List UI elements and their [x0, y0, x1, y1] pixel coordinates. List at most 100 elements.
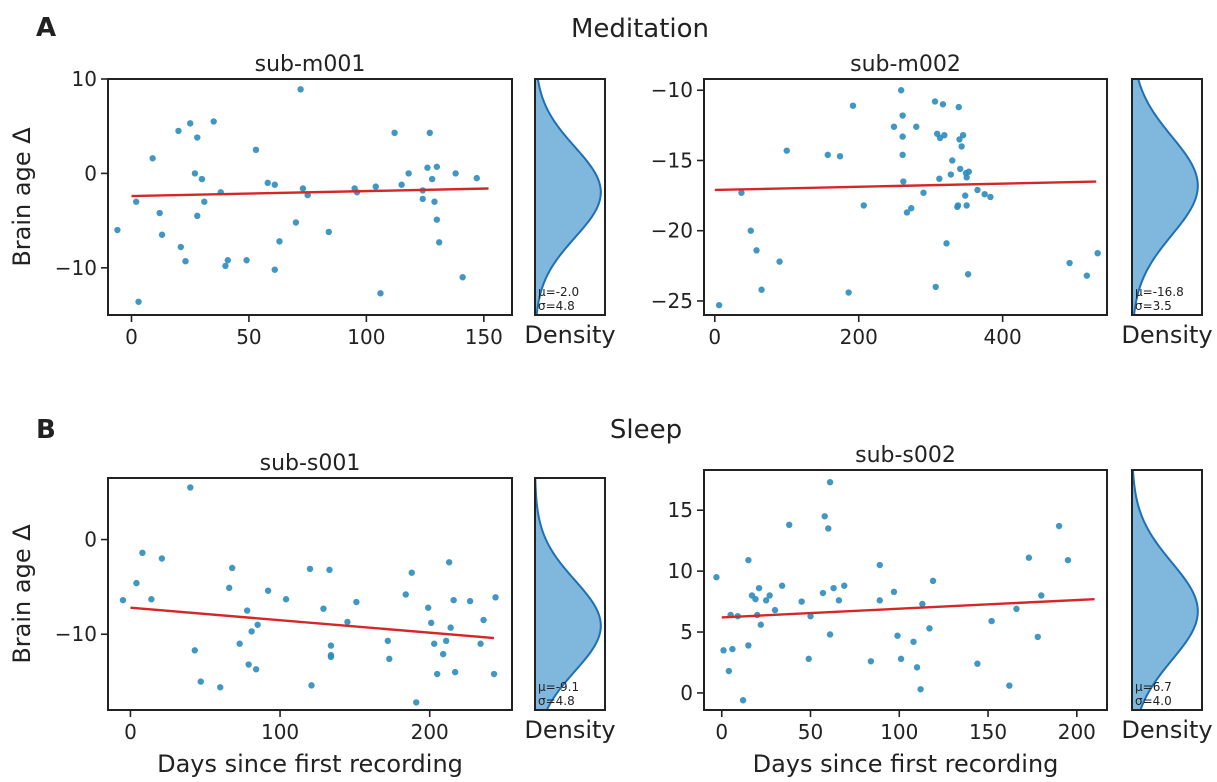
density-sd-label: σ=4.8 [538, 694, 575, 708]
data-point [425, 604, 432, 611]
regression-line [714, 180, 1097, 192]
data-point [1025, 554, 1033, 561]
y-tick-label: 10 [668, 559, 693, 583]
data-point [197, 678, 204, 685]
x-tick-label: 150 [465, 325, 503, 349]
data-point [752, 595, 759, 603]
density-curve [1133, 78, 1199, 316]
data-point [435, 239, 443, 246]
data-point [753, 247, 760, 254]
data-point [987, 193, 994, 201]
data-point [1083, 272, 1091, 279]
density-sd-label: σ=4.8 [538, 299, 575, 313]
plot-frame [703, 78, 1108, 316]
data-point [132, 198, 140, 205]
data-point [836, 153, 844, 160]
data-point [194, 134, 201, 141]
data-point [226, 584, 233, 592]
data-point [962, 192, 969, 199]
data-point [299, 185, 307, 192]
density-fill [1132, 470, 1198, 710]
data-point [908, 205, 915, 212]
x-tick-label: 0 [715, 720, 728, 744]
data-point [149, 155, 156, 162]
data-point [264, 179, 271, 187]
data-point [825, 525, 832, 532]
plot-frame [107, 477, 513, 711]
data-point [377, 290, 384, 297]
y-tick-label: 0 [680, 681, 693, 705]
panel-title: sub-s002 [855, 443, 956, 468]
data-point [771, 606, 779, 614]
data-point [786, 521, 793, 529]
data-point [408, 569, 415, 576]
data-point [139, 549, 146, 557]
x-tick-label: 100 [261, 720, 299, 744]
data-point [947, 171, 955, 178]
data-point [910, 638, 917, 645]
data-point [428, 619, 435, 627]
data-point [835, 597, 843, 604]
data-point [805, 655, 812, 663]
panel-title: sub-m001 [255, 52, 366, 77]
data-point [899, 133, 906, 140]
x-tick-label: 0 [708, 325, 721, 349]
data-point [217, 684, 224, 691]
data-point [320, 605, 327, 612]
data-point [119, 596, 127, 604]
data-point [899, 112, 906, 119]
data-point [236, 640, 243, 647]
scatter-panel: sub-s001 0 100 200 −10 0 Brain age Δ Days since… [8, 451, 513, 778]
data-point [492, 594, 499, 601]
data-point [198, 175, 206, 183]
data-point [725, 667, 733, 675]
panel-title: sub-s001 [260, 451, 361, 476]
data-point [430, 640, 438, 647]
data-point [297, 86, 304, 93]
density-axis-label: Density [1121, 321, 1212, 349]
y-tick-label: 5 [680, 620, 693, 644]
density-curve [535, 78, 602, 316]
data-point [713, 574, 720, 581]
data-point [490, 670, 498, 678]
data-point [264, 587, 272, 594]
y-tick-label: 10 [72, 67, 97, 91]
density-sd-label: σ=3.5 [1135, 299, 1172, 313]
data-point [433, 163, 441, 170]
data-point [826, 631, 834, 638]
data-point [954, 202, 962, 209]
density-axis-label: Density [524, 321, 615, 349]
data-point [739, 697, 747, 704]
data-point [757, 621, 765, 628]
data-point [308, 682, 315, 689]
data-point [981, 190, 988, 198]
data-point [824, 151, 831, 159]
section-title-sleep: Sleep [610, 415, 682, 445]
data-point [156, 209, 163, 217]
data-point [745, 642, 752, 649]
data-point [426, 129, 433, 137]
data-point [245, 661, 252, 668]
data-point [439, 650, 447, 658]
data-point [965, 168, 973, 175]
y-axis-label: Brain age Δ [8, 127, 36, 267]
density-fill [1132, 79, 1198, 315]
data-point [480, 616, 487, 624]
data-point [271, 181, 278, 188]
density-frame [1131, 78, 1203, 316]
data-point [133, 579, 140, 587]
data-point [431, 198, 438, 205]
y-tick-label: −10 [651, 78, 693, 102]
data-point [929, 577, 937, 585]
panel-title: sub-m002 [850, 52, 961, 77]
x-tick-label: 0 [124, 720, 137, 744]
data-point [447, 624, 454, 631]
x-tick-label: 100 [347, 325, 385, 349]
data-point [384, 637, 392, 645]
density-mean-label: μ=-9.1 [538, 680, 579, 694]
data-point [941, 131, 948, 139]
data-point [402, 591, 409, 598]
data-point [248, 628, 255, 635]
data-point [738, 189, 745, 196]
